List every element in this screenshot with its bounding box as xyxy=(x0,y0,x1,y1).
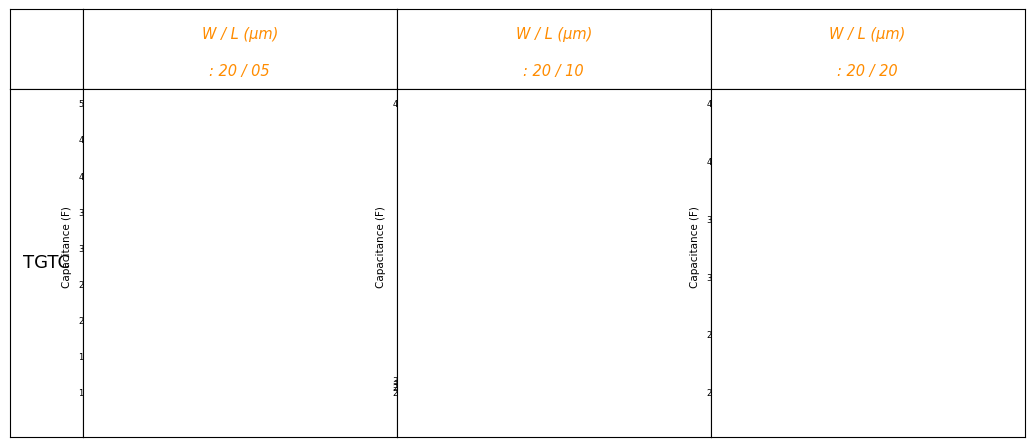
DC ITZO xyxy=(989,155,1002,160)
DC ITZO xyxy=(855,325,867,330)
DC ITZO xyxy=(482,193,495,198)
Text: W / L (μm): W / L (μm) xyxy=(202,27,278,42)
HDP ITZO xyxy=(480,160,493,165)
HDP ITZO xyxy=(1006,153,1018,159)
HDP ITZO xyxy=(684,167,697,172)
Y-axis label: Capacitance (F): Capacitance (F) xyxy=(377,206,386,289)
HDP ITZO xyxy=(227,244,239,249)
HDP ITZO xyxy=(438,167,450,172)
Line: HDP ITZO: HDP ITZO xyxy=(128,230,386,292)
X-axis label: Voltage (V): Voltage (V) xyxy=(856,413,914,423)
DC ITZO xyxy=(899,269,912,274)
HDP ITZO xyxy=(136,288,148,293)
HDP ITZO xyxy=(369,244,382,249)
DC ITZO xyxy=(479,187,492,193)
DC ITZO xyxy=(337,227,350,232)
DC ITZO xyxy=(543,169,556,174)
HDP ITZO xyxy=(543,152,556,157)
DC ITZO xyxy=(300,260,313,265)
HDP ITZO xyxy=(230,258,242,263)
X-axis label: Voltage (V): Voltage (V) xyxy=(229,413,286,423)
HDP ITZO xyxy=(356,229,368,234)
DC ITZO xyxy=(378,259,390,264)
HDP ITZO xyxy=(899,233,912,239)
HDP ITZO xyxy=(464,169,476,174)
HDP ITZO xyxy=(794,242,806,248)
DC ITZO xyxy=(123,258,136,264)
Line: HDP ITZO: HDP ITZO xyxy=(757,139,1013,286)
HDP ITZO xyxy=(570,146,583,152)
DC ITZO xyxy=(998,178,1010,183)
Text: TGTC: TGTC xyxy=(23,254,70,272)
HDP ITZO xyxy=(378,271,390,276)
Text: : 20 / 20: : 20 / 20 xyxy=(837,64,898,79)
Legend: DC ITZO, HDP ITZO: DC ITZO, HDP ITZO xyxy=(324,107,380,134)
HDP ITZO xyxy=(858,265,870,271)
DC ITZO xyxy=(751,291,764,297)
DC ITZO xyxy=(794,306,806,312)
HDP ITZO xyxy=(272,262,285,268)
HDP ITZO xyxy=(692,155,705,160)
HDP ITZO xyxy=(855,276,867,281)
HDP ITZO xyxy=(751,260,764,265)
HDP ITZO xyxy=(540,161,553,166)
DC ITZO xyxy=(438,182,450,188)
DC ITZO xyxy=(586,169,598,175)
Line: DC ITZO: DC ITZO xyxy=(128,228,386,292)
DC ITZO xyxy=(814,326,826,331)
HDP ITZO xyxy=(300,249,313,254)
DC ITZO xyxy=(1006,188,1018,194)
Line: DC ITZO: DC ITZO xyxy=(757,156,1013,330)
DC ITZO xyxy=(230,264,242,270)
DC ITZO xyxy=(616,174,628,179)
Y-axis label: Capacitance (F): Capacitance (F) xyxy=(62,206,72,289)
HDP ITZO xyxy=(616,152,628,157)
DC ITZO xyxy=(595,156,608,161)
DC ITZO xyxy=(166,261,178,267)
DC ITZO xyxy=(684,173,697,178)
DC ITZO xyxy=(200,287,212,293)
Legend: DC ITZO, HDP ITZO: DC ITZO, HDP ITZO xyxy=(951,107,1008,134)
HDP ITZO xyxy=(850,282,862,287)
DC ITZO xyxy=(227,267,239,272)
HDP ITZO xyxy=(997,163,1009,168)
DC ITZO xyxy=(369,264,382,269)
Text: W / L (μm): W / L (μm) xyxy=(515,27,592,42)
Text: : 20 / 10: : 20 / 10 xyxy=(524,64,584,79)
DC ITZO xyxy=(272,256,285,261)
X-axis label: Voltage (V): Voltage (V) xyxy=(542,413,600,423)
Legend: DC ITZO, HDP ITZO: DC ITZO, HDP ITZO xyxy=(638,107,694,134)
HDP ITZO xyxy=(167,263,179,268)
DC ITZO xyxy=(540,176,553,181)
Line: HDP ITZO: HDP ITZO xyxy=(442,148,700,173)
DC ITZO xyxy=(692,174,705,179)
Text: W / L (μm): W / L (μm) xyxy=(829,27,906,42)
Y-axis label: Capacitance (F): Capacitance (F) xyxy=(690,206,701,289)
DC ITZO xyxy=(858,292,870,297)
HDP ITZO xyxy=(123,270,136,275)
Line: DC ITZO: DC ITZO xyxy=(442,157,700,197)
DC ITZO xyxy=(928,205,941,210)
HDP ITZO xyxy=(928,189,941,194)
HDP ITZO xyxy=(998,138,1010,143)
Text: : 20 / 05: : 20 / 05 xyxy=(209,64,270,79)
HDP ITZO xyxy=(587,158,599,164)
